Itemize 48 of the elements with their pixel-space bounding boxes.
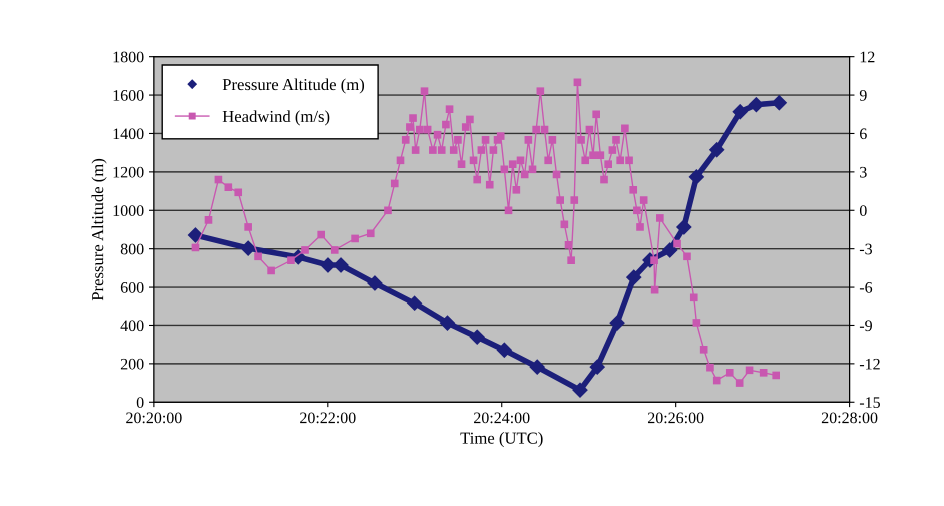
y2-tick-label: 9 [860, 90, 867, 101]
x-tick-label: 20:20:00 [126, 412, 182, 424]
y-tick-label: 800 [120, 244, 144, 254]
y2-tick-label: -6 [860, 282, 872, 293]
point [188, 227, 204, 243]
y2-tick-label: -9 [860, 320, 872, 332]
point [732, 104, 748, 120]
y-tick-label: 0 [136, 397, 144, 408]
point [609, 316, 625, 331]
x-tick-label: 20:28:00 [822, 412, 878, 424]
x-tick-label: 20:22:00 [300, 412, 356, 424]
point [772, 95, 787, 110]
y2-tick-label: 3 [860, 166, 867, 178]
y2-tick-label: 0 [860, 205, 867, 216]
point [688, 169, 704, 184]
y2-tick-label: -12 [860, 358, 880, 370]
point [530, 360, 545, 375]
x-tick-label: 20:26:00 [648, 412, 704, 424]
point [367, 275, 383, 291]
y2-tick-label: -15 [860, 397, 880, 408]
y-tick-label: 1400 [114, 128, 144, 140]
y2-tick-label: -3 [860, 244, 872, 254]
point [496, 342, 512, 358]
point [626, 270, 642, 285]
y-tick-label: 1000 [114, 205, 144, 216]
point [676, 219, 692, 235]
y-tick-label: 600 [120, 282, 144, 293]
y-axis-title: Pressure Altitude (m) [92, 158, 107, 300]
legend-label: Pressure Altitude (m) [222, 78, 364, 94]
point [748, 97, 764, 112]
y2-tick-label: 12 [860, 52, 874, 62]
point [709, 142, 724, 158]
y-tick-label: 400 [120, 320, 144, 332]
point [240, 240, 256, 256]
y-tick-label: 1600 [114, 90, 144, 101]
point [407, 296, 422, 311]
point [662, 242, 678, 258]
x-tick-label: 20:24:00 [474, 412, 530, 424]
y-tick-label: 1200 [114, 166, 144, 178]
x-axis-title: Time (UTC) [460, 432, 543, 448]
legend-label: Headwind (m/s) [222, 110, 330, 126]
point [470, 330, 485, 345]
point [572, 382, 588, 398]
point [440, 316, 456, 331]
y-tick-label: 200 [120, 358, 144, 370]
y-tick-label: 1800 [114, 52, 144, 62]
point [590, 360, 605, 375]
y2-tick-label: 6 [860, 128, 867, 140]
